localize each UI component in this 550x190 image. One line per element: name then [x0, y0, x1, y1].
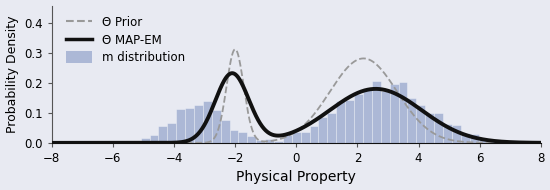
Bar — [408, 98, 416, 143]
Bar — [336, 101, 345, 143]
Bar — [461, 133, 470, 143]
Bar — [425, 113, 434, 143]
Bar — [354, 94, 363, 143]
Bar — [185, 108, 194, 143]
Bar — [150, 135, 158, 143]
Bar — [327, 113, 336, 143]
Bar — [283, 135, 292, 143]
Bar — [221, 120, 229, 143]
Bar — [310, 126, 318, 143]
Bar — [132, 142, 141, 143]
Bar — [239, 132, 248, 143]
Bar — [443, 124, 452, 143]
Bar — [167, 123, 176, 143]
Bar — [514, 142, 523, 143]
Bar — [292, 132, 301, 143]
Bar — [372, 81, 381, 143]
Bar — [265, 139, 274, 143]
Bar — [141, 139, 150, 143]
Bar — [248, 136, 256, 143]
Bar — [470, 134, 478, 143]
Bar — [452, 125, 461, 143]
Bar — [123, 142, 132, 143]
Bar — [345, 100, 354, 143]
Bar — [301, 132, 310, 143]
Bar — [363, 88, 372, 143]
Bar — [274, 141, 283, 143]
Legend: Θ Prior, Θ MAP-EM, m distribution: Θ Prior, Θ MAP-EM, m distribution — [63, 13, 188, 67]
Bar — [389, 84, 399, 143]
Bar — [229, 130, 239, 143]
Bar — [194, 105, 203, 143]
Bar — [212, 110, 221, 143]
Bar — [256, 139, 265, 143]
Bar — [523, 142, 532, 143]
Bar — [381, 91, 389, 143]
Y-axis label: Probability Density: Probability Density — [6, 15, 19, 133]
X-axis label: Physical Property: Physical Property — [236, 170, 356, 184]
Bar — [318, 117, 327, 143]
Bar — [203, 101, 212, 143]
Bar — [487, 141, 496, 143]
Bar — [478, 139, 487, 143]
Bar — [399, 82, 408, 143]
Bar — [176, 109, 185, 143]
Bar — [434, 113, 443, 143]
Bar — [505, 142, 514, 143]
Bar — [158, 126, 167, 143]
Bar — [496, 141, 505, 143]
Bar — [416, 105, 425, 143]
